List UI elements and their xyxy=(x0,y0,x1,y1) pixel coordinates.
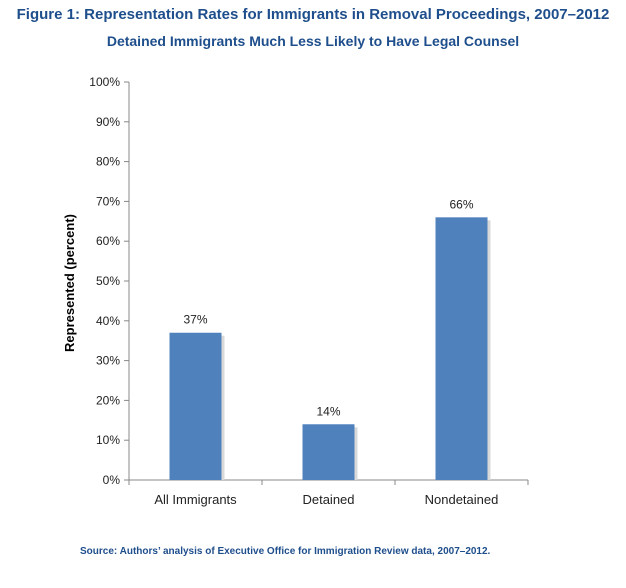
bar xyxy=(435,217,488,480)
data-label: 37% xyxy=(183,313,207,327)
y-tick-label: 40% xyxy=(96,314,120,328)
y-tick-label: 80% xyxy=(96,155,120,169)
bar xyxy=(169,332,222,480)
y-tick-label: 20% xyxy=(96,393,120,407)
bars: 37% 14% 66% xyxy=(169,197,491,480)
x-tick-label: Nondetained xyxy=(425,492,499,507)
y-tick-label: 60% xyxy=(96,234,120,248)
x-tick-label: All Immigrants xyxy=(154,492,237,507)
y-axis: 0% 10% 20% 30% 40% 50% 60% 70% 80% 90% 100% xyxy=(89,75,130,487)
chart-title: Figure 1: Representation Rates for Immig… xyxy=(16,6,610,23)
bar xyxy=(302,424,355,480)
data-label: 14% xyxy=(316,404,340,418)
data-label: 66% xyxy=(449,197,473,211)
y-tick-label: 70% xyxy=(96,194,120,208)
source-note: Source: Authors’ analysis of Executive O… xyxy=(80,546,491,557)
x-axis: All Immigrants Detained Nondetained xyxy=(128,479,529,507)
y-tick-label: 0% xyxy=(103,473,121,487)
y-tick-label: 100% xyxy=(89,75,120,89)
y-tick-label: 30% xyxy=(96,354,120,368)
y-tick-label: 90% xyxy=(96,115,120,129)
y-tick-label: 50% xyxy=(96,274,120,288)
x-tick-label: Detained xyxy=(302,492,354,507)
chart-subtitle: Detained Immigrants Much Less Likely to … xyxy=(106,33,520,49)
y-axis-title: Represented (percent) xyxy=(62,214,77,352)
y-tick-label: 10% xyxy=(96,433,120,447)
